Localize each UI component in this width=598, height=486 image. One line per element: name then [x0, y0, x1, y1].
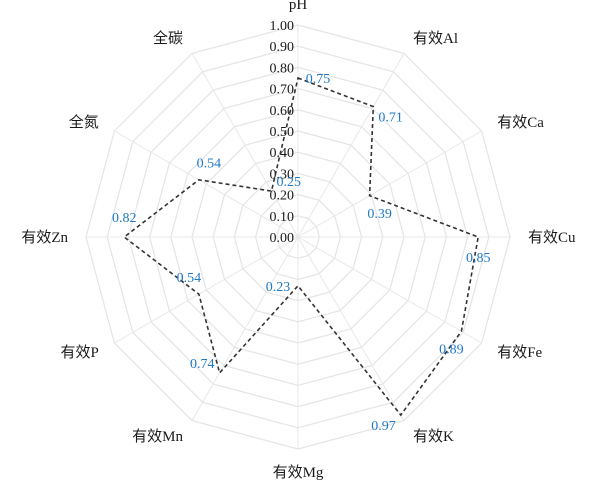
category-labels: pH 有效Al 有效Ca 有效Cu 有效Fe 有效K 有效Mg 有效Mn 有效P 有效Zn 全氮 全碳 — [21, 0, 576, 481]
category-label: 全碳 — [153, 29, 183, 47]
value-label: 0.89 — [439, 343, 464, 358]
grid-spoke — [297, 236, 482, 344]
category-label: 有效Cu — [528, 229, 576, 246]
radial-tick-label: 0.00 — [270, 231, 295, 246]
value-label: 0.75 — [306, 72, 331, 87]
grid-spoke — [191, 53, 299, 238]
radial-tick-label: 0.80 — [270, 61, 295, 76]
grid-spoke — [114, 236, 299, 344]
category-label: 有效Mn — [132, 428, 183, 445]
radial-tick-label: 0.20 — [270, 189, 295, 204]
radial-tick-label: 0.90 — [270, 40, 295, 55]
value-label: 0.39 — [367, 207, 392, 222]
radial-tick-label: 0.70 — [270, 83, 295, 98]
grid-spoke — [114, 130, 299, 238]
radial-tick-label: 0.60 — [270, 104, 295, 119]
category-label: 有效Mg — [273, 464, 324, 481]
value-label: 0.54 — [197, 156, 222, 171]
grid-spoke — [297, 130, 482, 238]
radial-tick-label: 0.50 — [270, 125, 295, 140]
category-label: pH — [289, 0, 308, 13]
category-label: 全氮 — [69, 113, 99, 131]
radar-grid — [85, 24, 511, 450]
value-label: 0.54 — [177, 271, 202, 286]
value-label: 0.85 — [466, 251, 491, 266]
value-label: 0.23 — [266, 280, 291, 295]
category-label: 有效Fe — [497, 344, 542, 361]
radial-tick-labels: 0.000.100.200.300.400.500.600.700.800.90… — [270, 19, 295, 246]
category-label: 有效K — [413, 428, 454, 445]
radial-tick-label: 1.00 — [270, 19, 295, 34]
category-label: 有效Ca — [497, 114, 544, 131]
category-label: 有效Al — [413, 30, 458, 47]
value-label: 0.74 — [190, 357, 215, 372]
grid-spoke — [297, 236, 405, 421]
grid-spoke — [191, 236, 299, 421]
value-label: 0.82 — [112, 211, 137, 226]
grid-spoke — [297, 53, 405, 238]
category-label: 有效Zn — [21, 229, 68, 246]
radial-tick-label: 0.40 — [270, 146, 295, 161]
value-label: 0.71 — [378, 111, 403, 126]
category-label: 有效P — [60, 344, 98, 361]
radial-tick-label: 0.10 — [270, 210, 295, 225]
data-series-line — [122, 76, 480, 417]
value-label: 0.97 — [371, 419, 396, 434]
value-label: 0.25 — [277, 175, 302, 190]
value-labels: 0.75 0.71 0.39 0.85 0.89 0.97 0.23 0.74 0.54 0.82… — [112, 72, 491, 434]
